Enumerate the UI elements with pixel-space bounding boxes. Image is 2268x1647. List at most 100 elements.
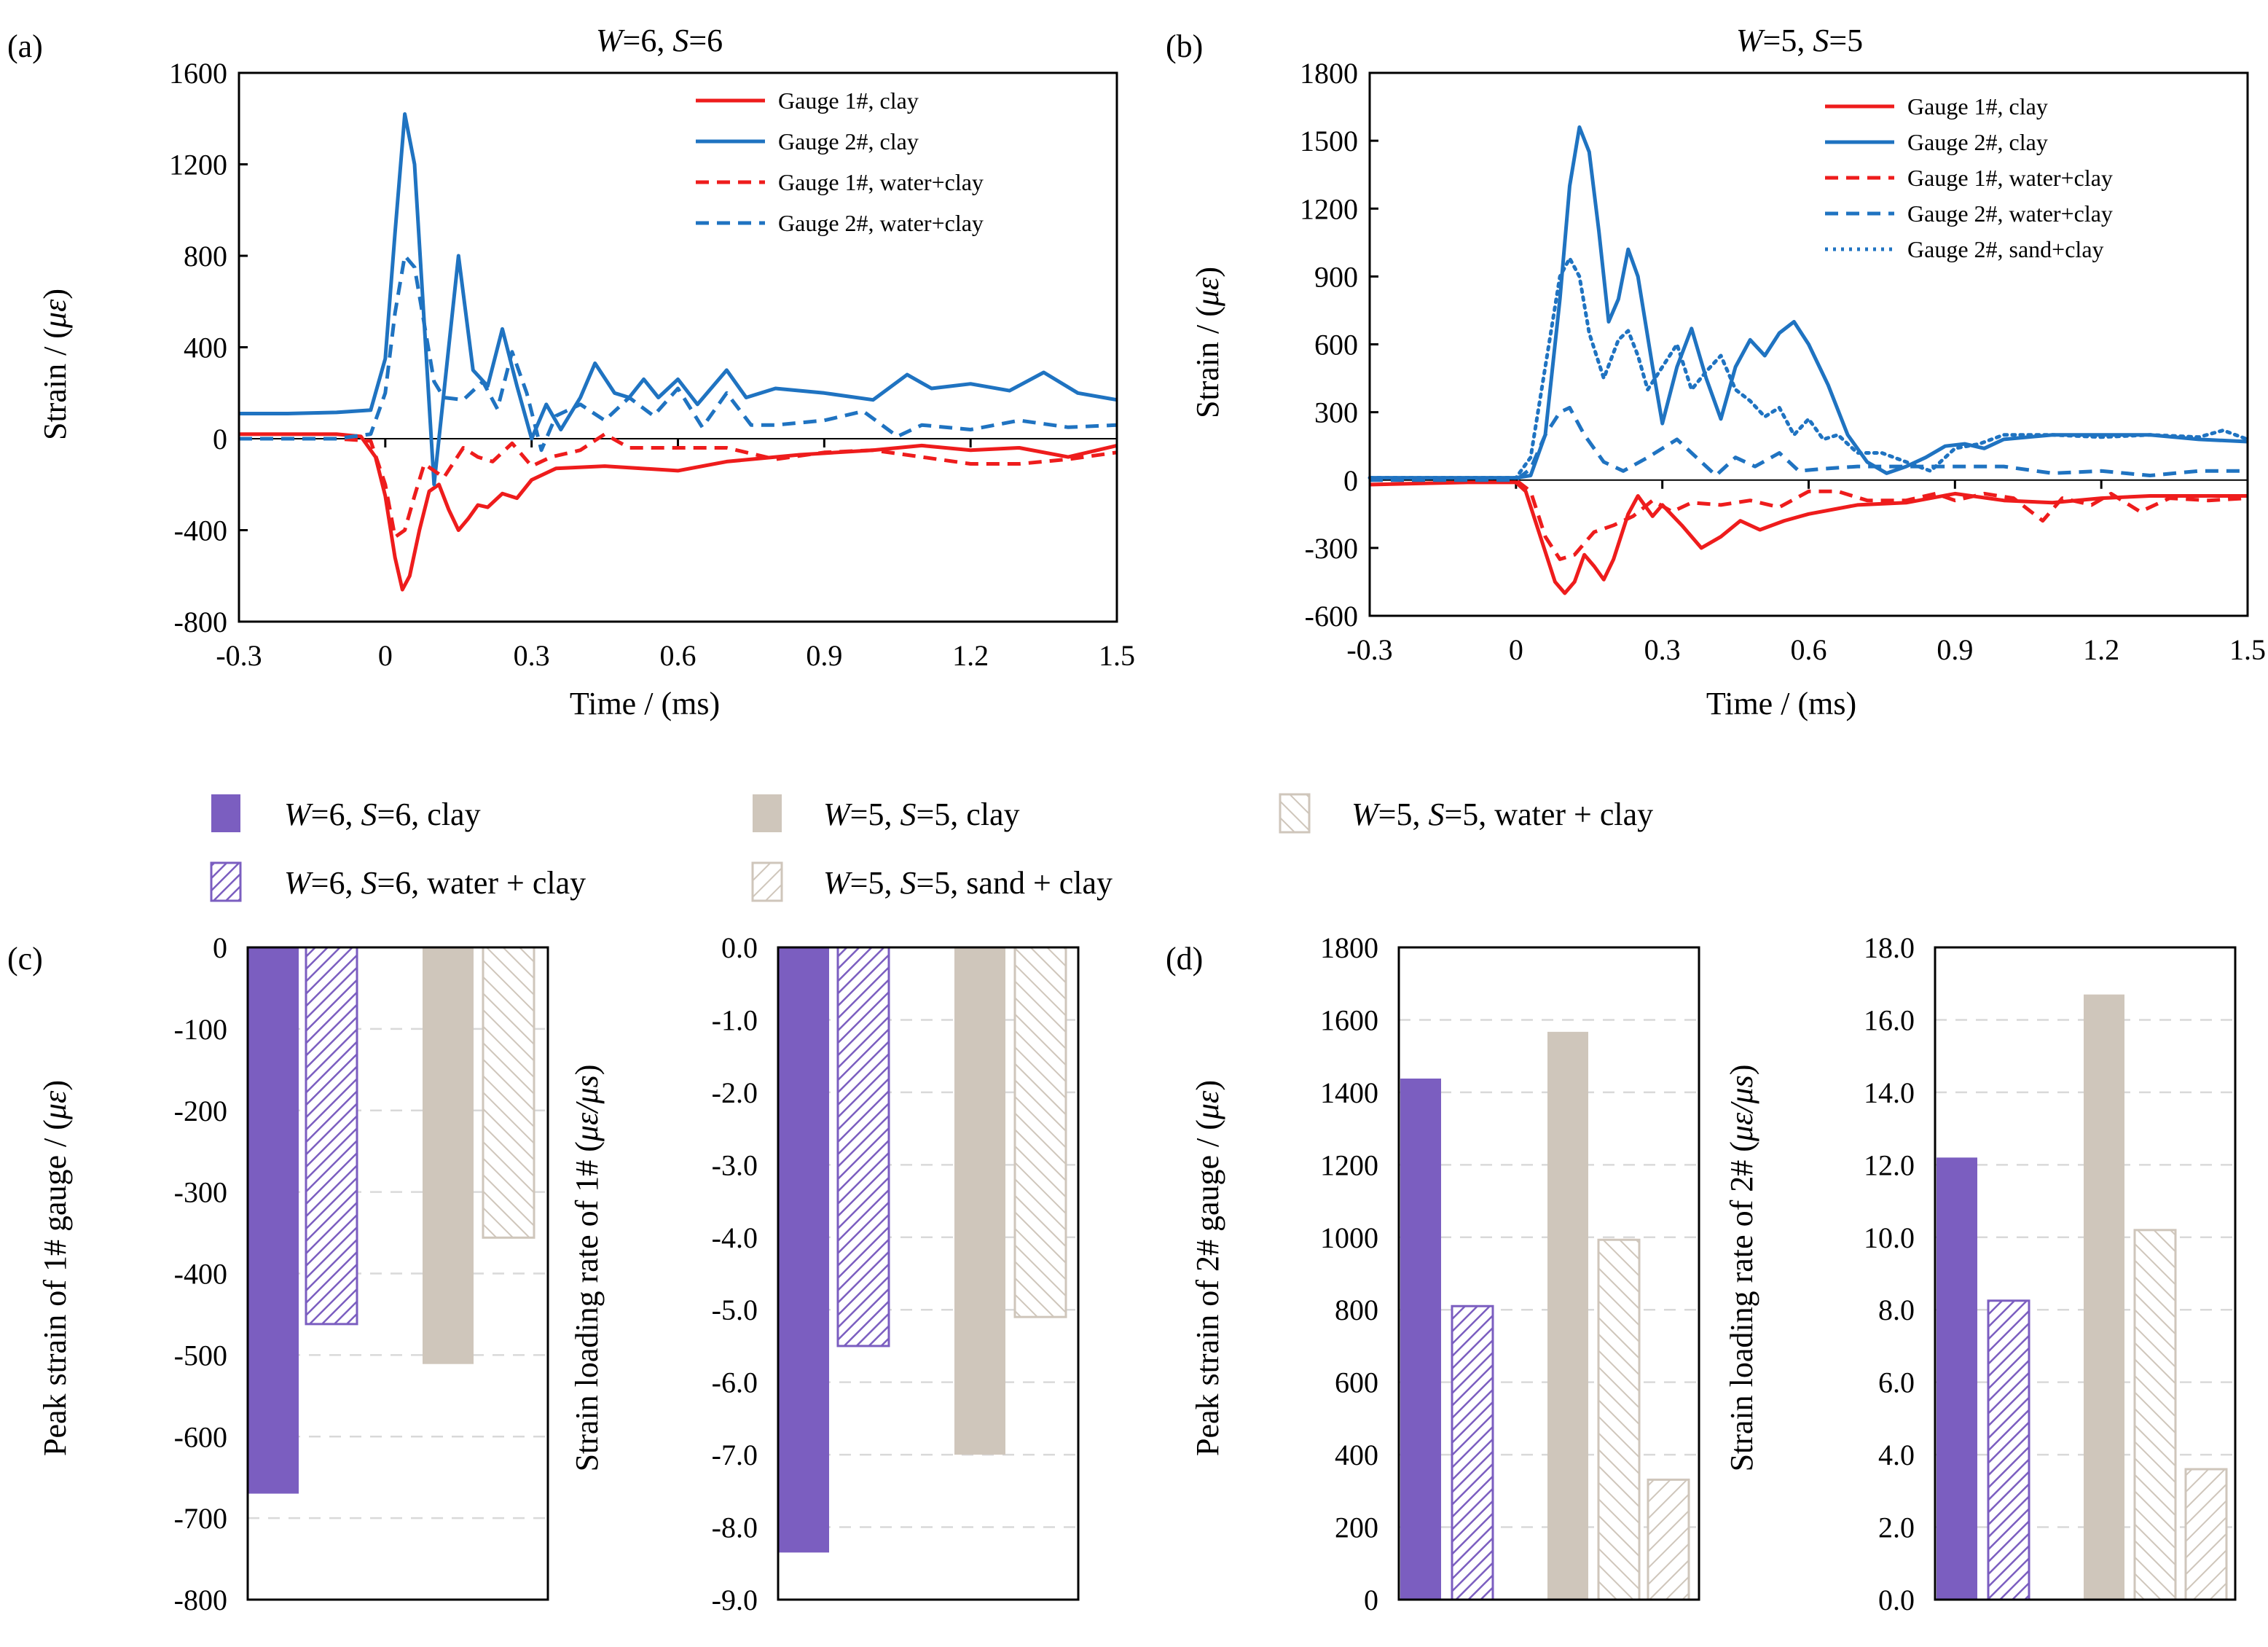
plot-frame <box>238 71 1118 623</box>
plot-frame <box>777 946 1080 1601</box>
y-tick-label: -700 <box>174 1502 227 1535</box>
y-tick-label: -5.0 <box>712 1294 758 1326</box>
svg-text:W=5, S=5, clay: W=5, S=5, clay <box>823 797 1020 832</box>
plot-b: -600 -300 0 300 600 900 1200 1500 1800 -0.3 0 0.3 0.… <box>1300 57 2266 666</box>
chart-b-xlabel: Time / (ms) <box>1706 686 1856 721</box>
series-line <box>1369 480 2248 595</box>
y-tick-label: -7.0 <box>712 1439 758 1471</box>
svg-text:W=5, S=5, sand + clay: W=5, S=5, sand + clay <box>823 865 1113 901</box>
bar-legend-item: W=5, S=5, water + clay <box>1279 793 1653 834</box>
x-tick-label: 0.9 <box>1937 633 1973 666</box>
panel-label-a: (a) <box>7 28 43 64</box>
y-tick-label: -600 <box>174 1420 227 1453</box>
legend-label: Gauge 2#, clay <box>778 128 919 154</box>
y-tick-label: -4.0 <box>712 1221 758 1254</box>
y-tick-label: 400 <box>184 332 227 364</box>
plot-c2: 0.0 -1.0 -2.0 -3.0 -4.0 -5.0 -6.0 -7.0 -8.0 -9.0 <box>712 931 1080 1616</box>
y-tick-label: 12.0 <box>1864 1149 1915 1181</box>
y-tick-label: 900 <box>1314 260 1358 293</box>
y-tick-label: 600 <box>1335 1366 1378 1399</box>
y-tick-label: -2.0 <box>712 1076 758 1109</box>
plot-a: -800 -400 0 400 800 1200 1600 -0.3 0 0.3 0.6 0.9 1.2… <box>169 57 1135 672</box>
x-tick-label: 1.2 <box>952 639 989 672</box>
x-tick-label: 0.3 <box>514 639 550 672</box>
bar <box>1937 1157 1977 1600</box>
legend-label: Gauge 2#, sand+clay <box>1907 236 2104 262</box>
y-tick-label: 4.0 <box>1878 1439 1915 1471</box>
y-tick-label: 0 <box>213 423 227 455</box>
y-tick-label: -8.0 <box>712 1511 758 1544</box>
y-tick-label: 800 <box>1335 1294 1378 1326</box>
y-tick-label: 1200 <box>1320 1149 1378 1181</box>
y-tick-label: 0.0 <box>721 931 758 964</box>
legend-swatch-tan-solid <box>753 794 782 832</box>
y-tick-label: 1200 <box>1300 192 1358 225</box>
bar <box>2133 1229 2177 1601</box>
chart-a-title: W=6, S=6 <box>596 23 723 58</box>
series-line <box>1370 125 2248 480</box>
legend-swatch-tan-hatch2 <box>751 861 783 902</box>
series-line <box>239 254 1118 453</box>
y-tick-label: 0 <box>213 931 227 964</box>
x-tick-label: 1.5 <box>1099 639 1135 672</box>
y-tick-label: 400 <box>1335 1439 1378 1471</box>
bar <box>1987 1299 2030 1601</box>
bar <box>1451 1304 1494 1601</box>
y-tick-label: -800 <box>174 606 227 638</box>
bar <box>482 946 535 1239</box>
panel-label-d: (d) <box>1166 941 1203 977</box>
x-tick-label: 1.5 <box>2229 633 2266 666</box>
chart-a-ylabel: Strain / (με) <box>37 289 73 440</box>
y-tick-label: 18.0 <box>1864 931 1915 964</box>
y-tick-label: 200 <box>1335 1511 1378 1544</box>
legend-swatch-tan-hatch <box>1279 793 1311 834</box>
x-tick-label: -0.3 <box>216 639 262 672</box>
bar <box>423 947 474 1364</box>
y-tick-label: 1400 <box>1320 1076 1378 1109</box>
panel-label-c: (c) <box>7 941 43 977</box>
y-tick-label: 800 <box>184 240 227 273</box>
svg-text:W=6, S=6, water + clay: W=6, S=6, water + clay <box>284 865 586 901</box>
x-tick-label: 0 <box>1509 633 1523 666</box>
chart-c1: (c) 0 -100 -200 -300 -400 -500 -600 -700 -800 Pe… <box>7 931 549 1616</box>
y-tick-label: 300 <box>1314 396 1358 429</box>
chart-c1-ylabel: Peak strain of 1# gauge / (με) <box>37 1080 73 1456</box>
x-tick-label: 0.6 <box>660 639 697 672</box>
y-tick-label: 600 <box>1314 329 1358 361</box>
legend-label: Gauge 2#, clay <box>1907 129 2048 155</box>
x-tick-label: 1.2 <box>2083 633 2119 666</box>
legend-label: Gauge 1#, clay <box>778 87 919 114</box>
x-tick-label: 0.9 <box>806 639 842 672</box>
bar <box>2184 1468 2228 1601</box>
series-line <box>1368 257 2250 480</box>
y-tick-label: 0.0 <box>1878 1584 1915 1616</box>
series-line <box>239 112 1118 487</box>
legend-label: Gauge 2#, water+clay <box>778 210 984 236</box>
y-tick-label: -100 <box>174 1013 227 1046</box>
plot-frame <box>1397 946 1700 1601</box>
chart-c2: 0.0-1.0-2.0-3.0-4.0-5.0-6.0-7.0-8.0-9.0 … <box>569 931 1080 1616</box>
series-line <box>1370 405 2248 482</box>
x-tick-label: 0 <box>378 639 393 672</box>
bar <box>778 947 829 1553</box>
y-tick-label: -3.0 <box>712 1149 758 1181</box>
bar <box>836 946 890 1347</box>
chart-b: (b) W=5, S=5 -600 -300 0 300 600 900 1200 1500 1… <box>1166 23 2266 721</box>
bar <box>1647 1478 1690 1601</box>
y-tick-label: -9.0 <box>712 1584 758 1616</box>
y-tick-label: -600 <box>1305 600 1358 633</box>
x-tick-label: -0.3 <box>1346 633 1392 666</box>
y-tick-label: 6.0 <box>1878 1366 1915 1399</box>
series-line <box>239 432 1118 539</box>
plot-d2: 0.0 2.0 4.0 6.0 8.0 10.0 12.0 14.0 16.0 18.0 <box>1864 931 2237 1616</box>
bar <box>1597 1238 1641 1601</box>
chart-a-xlabel: Time / (ms) <box>570 686 720 721</box>
bar <box>2084 994 2124 1600</box>
y-tick-label: -400 <box>174 1258 227 1291</box>
chart-d2-ylabel: Strain loading rate of 2# (με/μs) <box>1724 1065 1759 1472</box>
plot-frame <box>1368 71 2249 617</box>
y-tick-label: 1800 <box>1320 931 1378 964</box>
legend-label: Gauge 1#, water+clay <box>1907 165 2113 191</box>
y-tick-label: 1500 <box>1300 125 1358 157</box>
